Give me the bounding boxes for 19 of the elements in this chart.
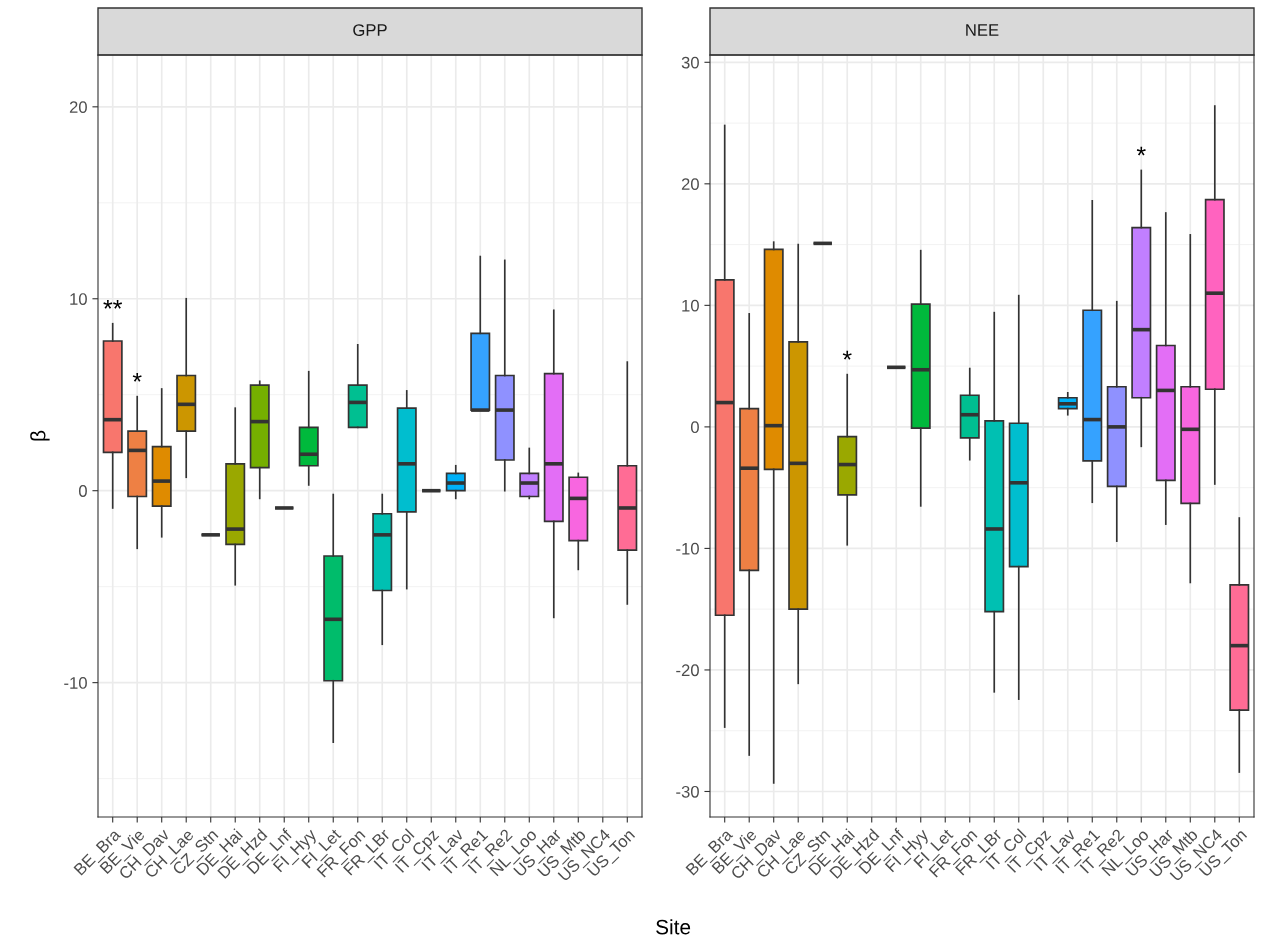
chart-title: GPP: [353, 24, 387, 36]
y-axis-title: β: [30, 430, 50, 441]
annotation: **: [103, 299, 123, 309]
annotation: *: [132, 372, 142, 382]
y-tick-label: 30: [681, 56, 699, 69]
y-tick-label: -10: [64, 677, 87, 689]
annotation: *: [1136, 146, 1146, 156]
y-tick-label: 20: [69, 101, 87, 114]
y-tick-label: 10: [682, 299, 699, 312]
y-tick-label: 0: [78, 485, 87, 497]
y-tick-label: -10: [676, 542, 699, 555]
y-tick-label: 0: [690, 421, 699, 434]
y-tick-label: -30: [676, 785, 699, 798]
x-axis-title: Site: [656, 919, 691, 935]
y-tick-label: 20: [681, 178, 699, 191]
annotation: *: [842, 350, 852, 360]
y-tick-label: 10: [70, 293, 87, 305]
y-tick-label: -20: [676, 664, 699, 677]
chart-title: NEE: [966, 24, 999, 36]
